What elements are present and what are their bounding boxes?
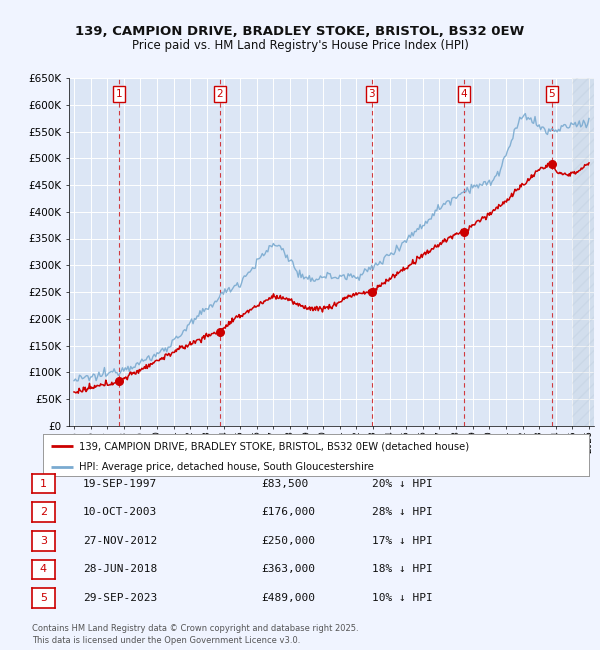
Text: 5: 5 [548, 89, 555, 99]
Text: 3: 3 [40, 536, 47, 546]
Text: 10% ↓ HPI: 10% ↓ HPI [372, 593, 433, 603]
Text: Price paid vs. HM Land Registry's House Price Index (HPI): Price paid vs. HM Land Registry's House … [131, 39, 469, 52]
Text: 18% ↓ HPI: 18% ↓ HPI [372, 564, 433, 575]
Text: 2: 2 [40, 507, 47, 517]
Text: £176,000: £176,000 [261, 507, 315, 517]
Text: 4: 4 [40, 564, 47, 575]
Text: 10-OCT-2003: 10-OCT-2003 [83, 507, 157, 517]
Text: 139, CAMPION DRIVE, BRADLEY STOKE, BRISTOL, BS32 0EW: 139, CAMPION DRIVE, BRADLEY STOKE, BRIST… [76, 25, 524, 38]
Text: £489,000: £489,000 [261, 593, 315, 603]
Text: £83,500: £83,500 [261, 478, 308, 489]
Text: 5: 5 [40, 593, 47, 603]
Text: £250,000: £250,000 [261, 536, 315, 546]
Text: 139, CAMPION DRIVE, BRADLEY STOKE, BRISTOL, BS32 0EW (detached house): 139, CAMPION DRIVE, BRADLEY STOKE, BRIST… [79, 441, 469, 451]
Text: HPI: Average price, detached house, South Gloucestershire: HPI: Average price, detached house, Sout… [79, 462, 374, 472]
Text: 17% ↓ HPI: 17% ↓ HPI [372, 536, 433, 546]
Text: 2: 2 [217, 89, 223, 99]
Text: 3: 3 [368, 89, 375, 99]
Text: 28-JUN-2018: 28-JUN-2018 [83, 564, 157, 575]
Text: 28% ↓ HPI: 28% ↓ HPI [372, 507, 433, 517]
Text: 1: 1 [116, 89, 122, 99]
Text: 4: 4 [461, 89, 467, 99]
Text: 20% ↓ HPI: 20% ↓ HPI [372, 478, 433, 489]
Text: Contains HM Land Registry data © Crown copyright and database right 2025.
This d: Contains HM Land Registry data © Crown c… [32, 624, 358, 645]
Text: 27-NOV-2012: 27-NOV-2012 [83, 536, 157, 546]
Text: 1: 1 [40, 478, 47, 489]
Text: 29-SEP-2023: 29-SEP-2023 [83, 593, 157, 603]
Bar [572, 78, 594, 426]
Text: 19-SEP-1997: 19-SEP-1997 [83, 478, 157, 489]
Text: £363,000: £363,000 [261, 564, 315, 575]
